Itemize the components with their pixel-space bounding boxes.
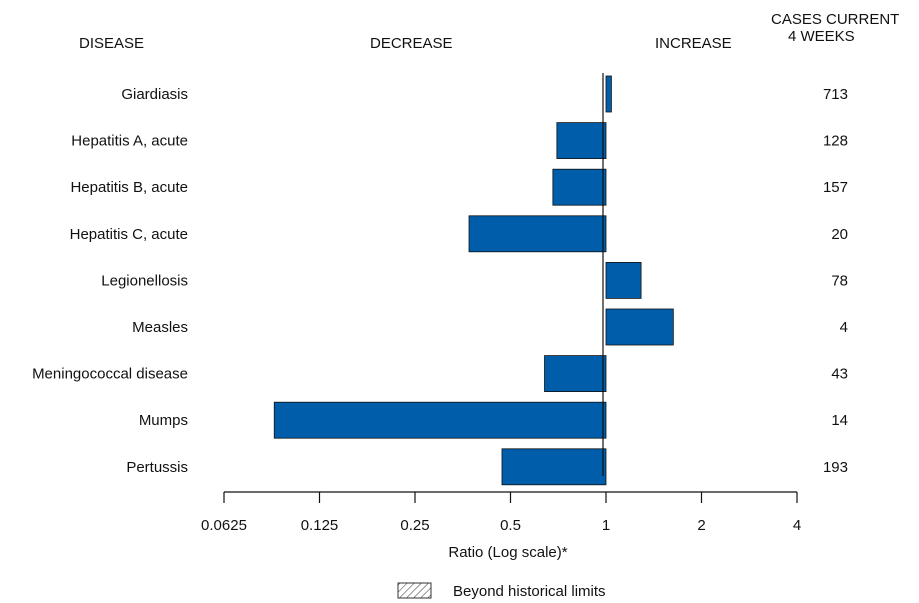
bar-meningococcal-disease (544, 355, 607, 393)
category-label: Legionellosis (101, 272, 188, 289)
bar-giardiasis (605, 75, 612, 113)
legend-label: Beyond historical limits (453, 583, 606, 600)
x-tick-label: 2 (697, 517, 705, 534)
cases-labels-layer: 713 128 157 20 78 4 43 14 193 (823, 86, 848, 476)
x-axis-label: Ratio (Log scale)* (448, 544, 567, 561)
cases-value: 713 (823, 86, 848, 103)
cases-value: 157 (823, 179, 848, 196)
x-tick-label: 0.25 (400, 517, 429, 534)
bar-hepatitis-b-acute (552, 168, 607, 206)
x-tick-label: 0.125 (301, 517, 339, 534)
cases-value: 14 (831, 412, 848, 429)
x-tick-label: 4 (793, 517, 801, 534)
bars-layer (273, 75, 674, 486)
bar-hepatitis-c-acute (468, 215, 607, 253)
bar-legionellosis (605, 261, 642, 299)
category-labels-layer: Giardiasis Hepatitis A, acute Hepatitis B,… (32, 86, 188, 476)
x-tick-label: 1 (602, 517, 610, 534)
cases-value: 193 (823, 459, 848, 476)
category-label: Pertussis (126, 459, 188, 476)
disease-column-header: DISEASE (79, 35, 145, 52)
category-label: Giardiasis (121, 86, 188, 103)
category-label: Meningococcal disease (32, 366, 188, 383)
category-label: Hepatitis B, acute (70, 179, 188, 196)
bar-measles (605, 308, 674, 346)
x-tick-label: 0.0625 (201, 517, 247, 534)
cases-value: 128 (823, 133, 848, 150)
bar-hepatitis-a-acute (556, 122, 607, 159)
x-tick-label: 0.5 (500, 517, 521, 534)
cases-value: 43 (831, 366, 848, 383)
category-label: Mumps (139, 412, 188, 429)
cases-value: 4 (840, 319, 848, 336)
bar-mumps (273, 401, 607, 439)
cases-header-line1: CASES CURRENT (771, 11, 900, 28)
legend-hatch-swatch (397, 582, 432, 599)
ticks-layer: 0.0625 0.125 0.25 0.5 1 2 4 (201, 492, 801, 534)
decrease-header: DECREASE (370, 35, 453, 52)
cases-value: 78 (831, 272, 848, 289)
category-label: Measles (132, 319, 188, 336)
cases-value: 20 (831, 226, 848, 243)
bar-pertussis (501, 448, 607, 486)
increase-header: INCREASE (655, 35, 732, 52)
cases-header-line2: 4 WEEKS (788, 28, 855, 45)
category-label: Hepatitis A, acute (71, 133, 188, 150)
category-label: Hepatitis C, acute (70, 226, 188, 243)
